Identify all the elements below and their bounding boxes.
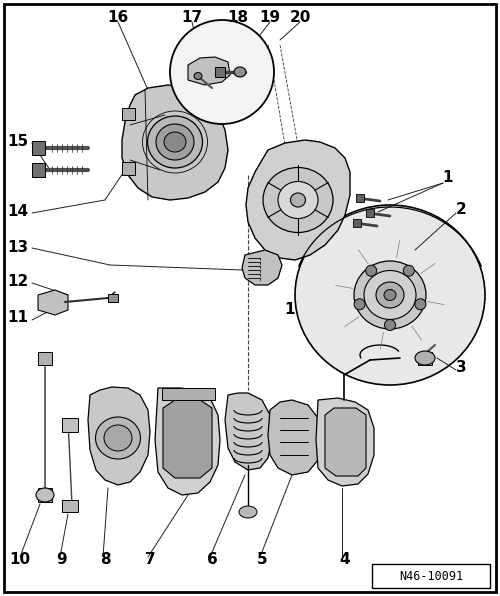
Text: 8: 8 bbox=[100, 552, 110, 567]
Polygon shape bbox=[122, 85, 228, 200]
Circle shape bbox=[404, 265, 414, 276]
Circle shape bbox=[384, 319, 396, 331]
Text: 18: 18 bbox=[228, 11, 248, 26]
Ellipse shape bbox=[278, 182, 318, 219]
Ellipse shape bbox=[384, 290, 396, 300]
Ellipse shape bbox=[364, 271, 416, 319]
Polygon shape bbox=[418, 352, 432, 365]
Polygon shape bbox=[155, 388, 220, 495]
Ellipse shape bbox=[104, 425, 132, 451]
Circle shape bbox=[415, 299, 426, 310]
Ellipse shape bbox=[239, 506, 257, 518]
Text: 15: 15 bbox=[8, 135, 28, 150]
Polygon shape bbox=[268, 400, 322, 475]
Text: 7: 7 bbox=[144, 552, 156, 567]
Text: 12: 12 bbox=[8, 275, 28, 290]
Circle shape bbox=[366, 265, 376, 276]
FancyBboxPatch shape bbox=[372, 564, 490, 588]
Polygon shape bbox=[38, 352, 52, 365]
Polygon shape bbox=[122, 162, 135, 175]
Text: 6: 6 bbox=[206, 552, 218, 567]
Polygon shape bbox=[242, 250, 282, 285]
Text: 17: 17 bbox=[182, 11, 203, 26]
Text: 5: 5 bbox=[256, 552, 268, 567]
Polygon shape bbox=[188, 57, 230, 85]
Ellipse shape bbox=[354, 261, 426, 329]
Polygon shape bbox=[122, 108, 135, 120]
Ellipse shape bbox=[194, 73, 202, 79]
Polygon shape bbox=[353, 219, 361, 227]
Ellipse shape bbox=[148, 116, 203, 168]
Polygon shape bbox=[38, 488, 52, 502]
Text: 1: 1 bbox=[443, 170, 453, 185]
Polygon shape bbox=[32, 163, 45, 177]
Polygon shape bbox=[215, 67, 225, 77]
Text: 3: 3 bbox=[456, 361, 466, 375]
Text: 16: 16 bbox=[108, 11, 128, 26]
Ellipse shape bbox=[376, 282, 404, 308]
Polygon shape bbox=[225, 393, 272, 470]
Ellipse shape bbox=[415, 351, 435, 365]
Polygon shape bbox=[163, 400, 212, 478]
Ellipse shape bbox=[295, 205, 485, 385]
Text: 14: 14 bbox=[8, 204, 28, 219]
Polygon shape bbox=[88, 387, 150, 485]
Ellipse shape bbox=[164, 132, 186, 152]
Polygon shape bbox=[32, 141, 45, 155]
Ellipse shape bbox=[234, 67, 246, 77]
Polygon shape bbox=[62, 500, 78, 512]
Polygon shape bbox=[108, 294, 118, 302]
Polygon shape bbox=[162, 388, 215, 400]
Text: N46-10091: N46-10091 bbox=[399, 570, 463, 582]
FancyBboxPatch shape bbox=[4, 4, 496, 592]
Polygon shape bbox=[325, 408, 366, 476]
Polygon shape bbox=[38, 290, 68, 315]
Polygon shape bbox=[366, 209, 374, 217]
Circle shape bbox=[354, 299, 365, 310]
Text: 1: 1 bbox=[285, 303, 295, 318]
Ellipse shape bbox=[96, 417, 140, 459]
Text: 20: 20 bbox=[290, 11, 310, 26]
Polygon shape bbox=[246, 140, 350, 260]
Text: 10: 10 bbox=[10, 552, 30, 567]
Text: 11: 11 bbox=[8, 311, 28, 325]
Text: 4: 4 bbox=[340, 552, 350, 567]
Ellipse shape bbox=[156, 124, 194, 160]
Text: 2: 2 bbox=[456, 203, 466, 218]
Ellipse shape bbox=[263, 167, 333, 232]
Circle shape bbox=[170, 20, 274, 124]
Ellipse shape bbox=[290, 193, 306, 207]
Text: 13: 13 bbox=[8, 240, 28, 254]
Polygon shape bbox=[62, 418, 78, 432]
Text: 9: 9 bbox=[56, 552, 68, 567]
Ellipse shape bbox=[36, 488, 54, 502]
Polygon shape bbox=[356, 194, 364, 202]
Polygon shape bbox=[316, 398, 374, 486]
Text: 19: 19 bbox=[260, 11, 280, 26]
